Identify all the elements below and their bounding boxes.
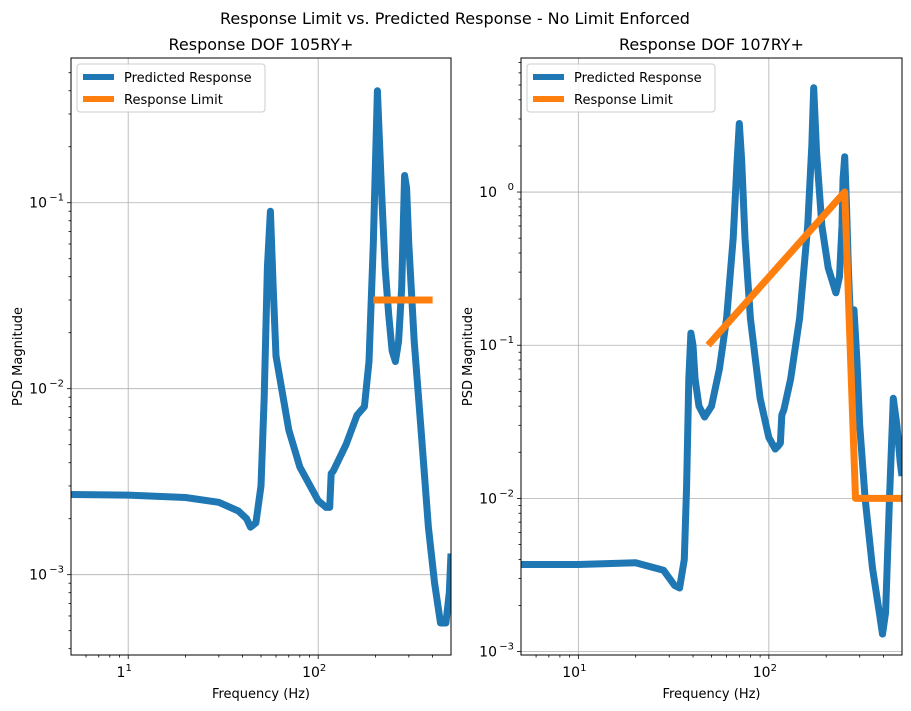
legend-entry: Predicted Response — [574, 71, 702, 86]
legend-box — [76, 63, 266, 113]
y-tick-exponent: −2 — [49, 379, 64, 390]
y-tick-label: 10 — [479, 645, 497, 661]
x-axis-label: Frequency (Hz) — [662, 687, 760, 702]
legend-entry: Response Limit — [124, 93, 223, 108]
x-tick-label: 102 — [302, 663, 326, 681]
x-tick-exponent: 1 — [580, 663, 586, 674]
legend-entry: Response Limit — [574, 93, 673, 108]
y-tick-label: 10 — [29, 196, 47, 212]
predicted-response-line — [521, 84, 902, 638]
legend-box — [526, 63, 716, 113]
y-tick-label: 10 — [479, 491, 497, 507]
y-tick-exponent: −1 — [49, 193, 64, 204]
x-tick-exponent: 1 — [125, 663, 131, 674]
y-tick-label: 10 — [29, 382, 47, 398]
legend-entry: Predicted Response — [124, 71, 252, 86]
x-tick-label: 11 — [117, 663, 132, 681]
chart-title: Response DOF 105RY+ — [169, 35, 354, 54]
y-axis-label: PSD Magnitude — [11, 307, 26, 406]
y-tick-exponent: −2 — [499, 488, 514, 499]
x-tick-label: 102 — [753, 663, 777, 681]
figure-suptitle: Response Limit vs. Predicted Response - … — [220, 9, 690, 28]
x-tick-exponent: 2 — [320, 663, 326, 674]
axes-frame — [70, 57, 452, 656]
x-axis-label: Frequency (Hz) — [212, 687, 310, 702]
plot-area — [71, 87, 451, 627]
y-tick-exponent: 0 — [508, 182, 514, 193]
y-tick-label: 10 — [29, 568, 47, 584]
axes-frame — [520, 57, 903, 656]
plot-area — [521, 84, 902, 638]
chart-title: Response DOF 107RY+ — [619, 35, 804, 54]
y-tick-exponent: −3 — [49, 565, 64, 576]
y-axis-label: PSD Magnitude — [461, 307, 476, 406]
x-tick-label: 101 — [562, 663, 586, 681]
x-tick-exponent: 2 — [771, 663, 777, 674]
y-tick-label: 10 — [479, 185, 497, 201]
y-tick-exponent: −1 — [499, 335, 514, 346]
y-tick-exponent: −3 — [499, 642, 514, 653]
y-tick-label: 10 — [479, 338, 497, 354]
response-limit-line — [705, 188, 902, 502]
predicted-response-line — [71, 87, 451, 627]
